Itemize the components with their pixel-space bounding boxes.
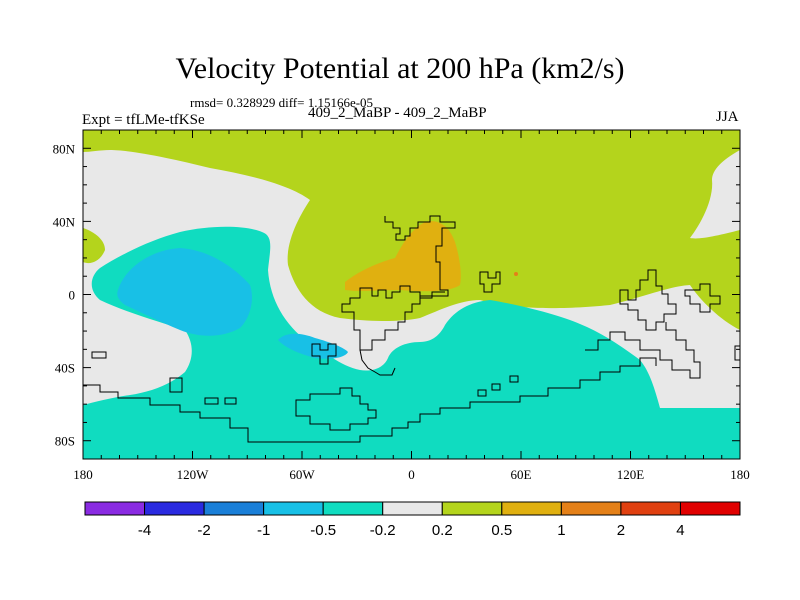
colorbar-label: 2 [617,522,625,539]
coastline-se-asia [619,269,677,331]
neutral-region-northeast [690,150,740,239]
colorbar-labels: -4 -2 -1 -0.5 -0.2 0.2 0.5 1 2 4 [138,522,685,539]
coastline-small-island-7 [477,389,487,397]
positive-dot [514,272,518,276]
positive-region-east [690,285,740,312]
colorbar-label: -0.2 [370,522,396,539]
y-tick-label: 0 [69,288,76,303]
x-tick-label: 60E [511,467,532,482]
y-tick-label: 40S [55,361,75,376]
coastline-small-island-5 [491,383,501,391]
y-tick-label: 80N [53,141,76,156]
colorbar-label: 1 [557,522,565,539]
negative-core [117,248,252,336]
colorbar-label: 0.5 [491,522,512,539]
colorbar-swatch [203,501,265,516]
coastline-pacific-islands [684,283,721,313]
positive-core [345,221,461,292]
coastline-small-island-8 [734,345,740,361]
colorbar-label: 0.2 [432,522,453,539]
x-axis-labels: 180 120W 60W 0 60E 120E 180 [73,467,750,482]
x-tick-label: 120W [177,467,210,482]
colorbar-label: -1 [257,522,270,539]
coastline-south-africa [359,349,396,376]
tick-marks [82,129,741,460]
positive-region-west [83,228,105,264]
y-tick-label: 40N [53,214,76,229]
y-axis-labels: 80N 40N 0 40S 80S [53,141,76,448]
coastline-small-island-1 [91,351,107,359]
x-tick-label: 180 [73,467,93,482]
colorbar-swatch [560,501,622,516]
coastline-layer [83,215,740,443]
coastline-australia [585,322,701,379]
colorbar-label: -2 [197,522,210,539]
colorbar [84,501,741,516]
coastline-africa [341,215,456,351]
x-tick-label: 120E [617,467,645,482]
colorbar-swatch [263,501,324,516]
coastline-small-island-4 [224,397,237,405]
colorbar-swatch [144,501,205,516]
colorbar-swatch [382,501,443,516]
colorbar-label: -4 [138,522,151,539]
coastline-antarctic-peninsula [295,387,377,431]
stats-line: rmsd= 0.328929 diff= 1.15166e-05 [190,95,374,110]
negative-patch [278,333,348,359]
y-tick-label: 80S [55,434,75,449]
field-layer [83,130,740,459]
colorbar-label: 4 [676,522,684,539]
positive-region-north [83,130,740,330]
x-tick-label: 0 [408,467,415,482]
season-label: JJA [716,109,739,125]
coastline-india [479,271,501,293]
case-label: 409_2_MaBP - 409_2_MaBP [308,105,487,121]
colorbar-swatch [441,501,503,516]
coastline-small-island-6 [509,375,519,383]
colorbar-swatch [501,501,562,516]
colorbar-swatch [620,501,681,516]
experiment-label: Expt = tfLMe-tfKSe [82,112,205,128]
coastline-small-island-2 [169,377,183,393]
colorbar-swatch [679,501,741,516]
coastline-south-america [311,343,337,365]
coastline-antarctica [83,357,657,443]
colorbar-swatch [322,501,384,516]
colorbar-label: -0.5 [310,522,336,539]
coastline-small-island-3 [204,397,219,405]
x-tick-label: 60W [289,467,315,482]
chart-title: Velocity Potential at 200 hPa (km2/s) [175,52,625,85]
x-tick-label: 180 [730,467,750,482]
colorbar-swatch [84,501,146,516]
